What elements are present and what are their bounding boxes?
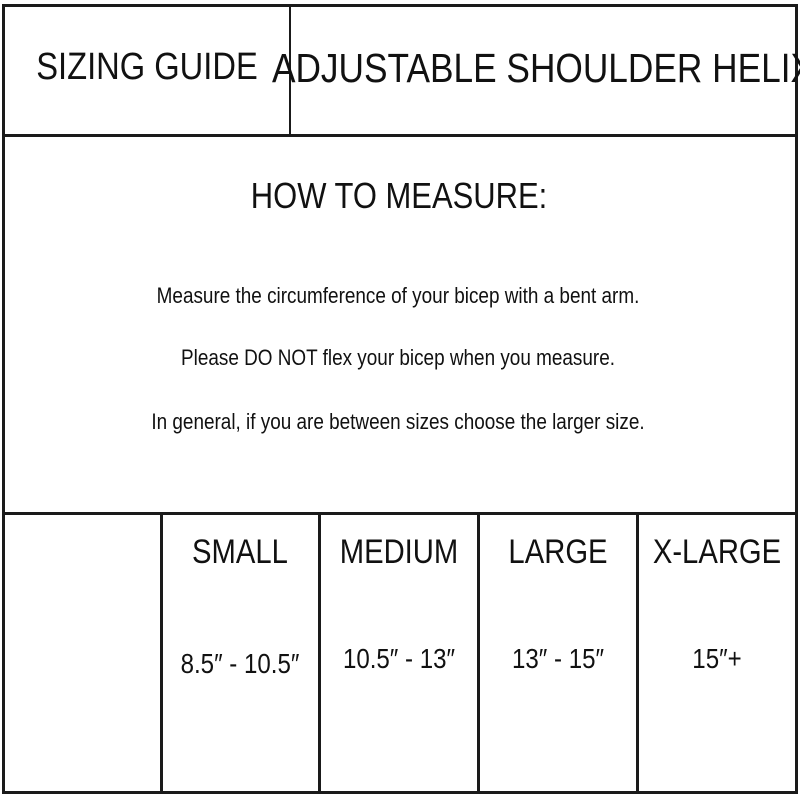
divider [160, 513, 163, 793]
size-label-x-large: X-LARGE [652, 533, 782, 571]
instruction-line: Measure the circumference of your bicep … [156, 283, 640, 308]
size-range-small: 8.5″ - 10.5″ [180, 648, 300, 679]
how-to-measure-heading: HOW TO MEASURE: [250, 175, 548, 216]
size-label-large: LARGE [508, 533, 608, 571]
divider [2, 134, 798, 137]
size-label-small: SMALL [192, 533, 288, 571]
size-range-x-large: 15″+ [692, 643, 742, 674]
instruction-line: In general, if you are between sizes cho… [151, 409, 645, 434]
sizing-guide-table [2, 4, 798, 794]
product-title: ADJUSTABLE SHOULDER HELIX [271, 45, 800, 91]
size-range-medium: 10.5″ - 13″ [342, 643, 456, 674]
instruction-line: Please DO NOT flex your bicep when you m… [181, 345, 615, 370]
divider [2, 512, 798, 515]
divider [477, 513, 480, 793]
sizing-guide-title: SIZING GUIDE [36, 46, 258, 88]
size-label-medium: MEDIUM [339, 533, 459, 571]
divider [318, 513, 321, 793]
divider [289, 4, 291, 135]
size-range-large: 13″ - 15″ [511, 643, 605, 674]
divider [636, 513, 639, 793]
